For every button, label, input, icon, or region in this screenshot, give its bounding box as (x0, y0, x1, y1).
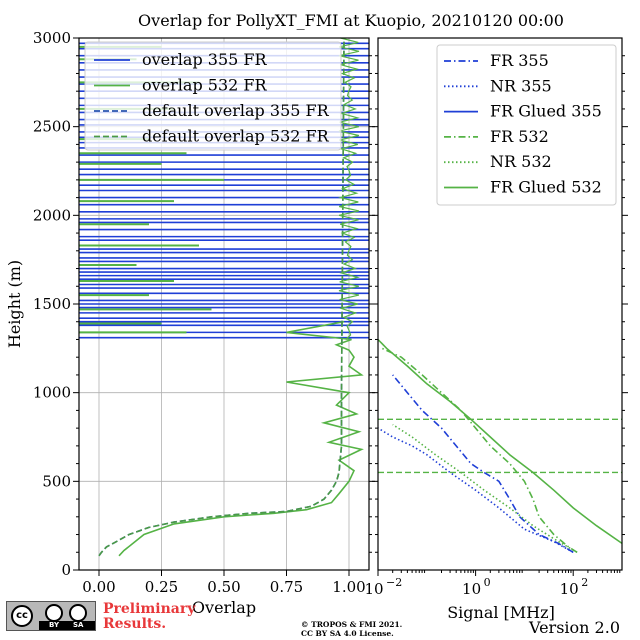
signal-xtick-exponent: 0 (484, 576, 491, 589)
by-icon (45, 604, 63, 622)
overlap-series-default-overlap-532-fr (98, 37, 345, 557)
copyright-note: © TROPOS & FMI 2021. CC BY SA 4.0 Licens… (301, 620, 402, 638)
license-sa-text: SA (73, 621, 84, 629)
version-label: Version 2.0 (529, 618, 620, 637)
overlap-ytick-label: 500 (42, 472, 71, 490)
signal-series-nr-355 (377, 427, 574, 554)
copyright-line-1: © TROPOS & FMI 2021. (301, 620, 403, 629)
signal-xlabel: Signal [MHz] (447, 603, 555, 622)
signal-xtick-exponent: 2 (581, 576, 588, 589)
overlap-legend-label-overlap-532-fr: overlap 532 FR (142, 76, 268, 95)
signal-legend-label-nr-355: NR 355 (490, 76, 552, 95)
overlap-legend-label-overlap-355-fr: overlap 355 FR (142, 50, 268, 69)
overlap-xtick-label: 0.00 (82, 578, 115, 596)
signal-legend-label-nr-532: NR 532 (490, 152, 552, 171)
chart-title: Overlap for PollyXT_FMI at Kuopio, 20210… (138, 11, 564, 30)
overlap-ytick-label: 1000 (33, 384, 71, 402)
preliminary-note: Preliminary Results. (103, 602, 195, 632)
overlap-panel: 0.00 0.25 0.50 0.75 1.00 0 500 1000 1500 2000 2500… (5, 29, 375, 617)
overlap-xtick-label: 1.00 (332, 578, 365, 596)
cc-license-logo: cc BY SA (6, 601, 96, 631)
overlap-ytick-label: 1500 (33, 295, 71, 313)
license-strip: BY SA (39, 621, 95, 630)
sa-icon (69, 604, 87, 622)
signal-legend-label-fr-glued-532: FR Glued 532 (490, 178, 602, 197)
signal-legend: FR 355 NR 355 FR Glued 355 FR 532 NR 532 FR G… (436, 44, 617, 206)
overlap-legend-label-default-overlap-355-fr: default overlap 355 FR (142, 101, 330, 120)
signal-xtick-exponent: −2 (386, 576, 402, 589)
license-by-text: BY (49, 621, 60, 629)
overlap-ytick-label: 2000 (33, 206, 71, 224)
signal-ticks: 10 −2 10 0 10 2 (364, 55, 628, 598)
overlap-legend-box (84, 41, 342, 151)
signal-xtick-label: 10 (560, 580, 579, 598)
overlap-legend-label-default-overlap-532-fr: default overlap 532 FR (142, 127, 330, 146)
overlap-xlabel: Overlap (192, 598, 256, 617)
signal-legend-box (436, 44, 617, 206)
results-text: Results. (103, 616, 167, 632)
overlap-xtick-label: 0.50 (207, 578, 240, 596)
signal-xtick-label: 10 (462, 580, 481, 598)
overlap-xtick-label: 0.25 (145, 578, 178, 596)
signal-series-fr-glued-532 (377, 338, 623, 545)
overlap-532-upper-trace (338, 37, 360, 340)
overlap-ytick-label: 3000 (33, 29, 71, 47)
preliminary-text: Preliminary (103, 601, 196, 617)
cc-icon: cc (11, 605, 33, 627)
signal-legend-label-fr-355: FR 355 (490, 51, 549, 70)
overlap-ylabel: Height (m) (5, 260, 24, 348)
overlap-ticks: 0.00 0.25 0.50 0.75 1.00 0 500 1000 1500 2000 2500… (33, 29, 375, 596)
overlap-ytick-label: 0 (61, 561, 71, 579)
signal-series-fr-532 (381, 347, 578, 553)
overlap-xtick-label: 0.75 (270, 578, 303, 596)
overlap-ytick-label: 2500 (33, 118, 71, 136)
signal-legend-label-fr-532: FR 532 (490, 127, 549, 146)
signal-xtick-label: 10 (364, 580, 383, 598)
copyright-line-2: CC BY SA 4.0 License. (301, 629, 394, 638)
overlap-legend: overlap 355 FR overlap 532 FR default over… (84, 41, 342, 151)
signal-series-group (377, 338, 623, 554)
signal-legend-label-fr-glued-355: FR Glued 355 (490, 102, 602, 121)
overlap-series-overlap-532-fr (118, 320, 364, 557)
